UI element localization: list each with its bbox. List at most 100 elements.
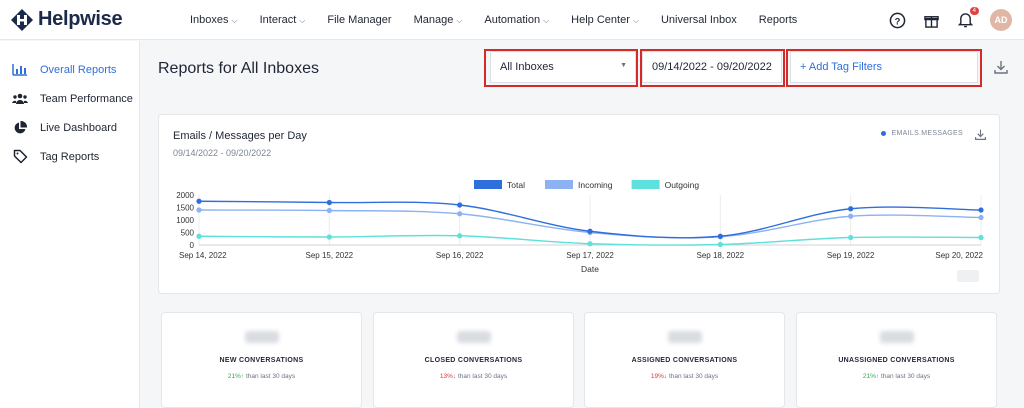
nav-label: Interact [259,13,297,26]
x-tick-label: Sep 16, 2022 [436,251,484,260]
page-title: Reports for All Inboxes [158,60,319,77]
y-tick-label: 1000 [176,216,194,225]
arrow-up-icon: ↑ [240,373,246,380]
data-point-incoming [196,207,202,213]
nav-inboxes[interactable]: Inboxes ⌵ [190,14,238,26]
inbox-select[interactable]: All Inboxes ▼ [490,51,636,83]
nav-file-manager[interactable]: File Manager [327,14,391,26]
sidebar-item-label: Live Dashboard [40,121,118,134]
nav-automation[interactable]: Automation ⌵ [484,14,549,26]
avatar[interactable]: AD [990,9,1012,31]
y-tick-label: 500 [181,229,195,238]
nav-label: Manage [413,13,454,26]
stat-value-blurred [879,331,914,343]
data-point-total [196,198,202,204]
notification-badge: 4 [969,7,979,15]
line-chart: 0 500 1000 1500 2000 Sep 14, 2022 Sep 15, 2022… [176,180,984,274]
date-range-value: 09/14/2022 - 09/20/2022 [652,61,772,73]
nav-reports[interactable]: Reports [759,14,798,26]
helpwise-logo[interactable]: Helpwise [10,8,160,32]
arrow-down-icon: ↓ [452,373,458,380]
stat-comparison: 19%↓ than last 30 days [585,373,784,380]
stat-comparison: 13%↓ than last 30 days [374,373,573,380]
question-icon[interactable]: ? [888,11,906,29]
stat-label: ASSIGNED CONVERSATIONS [631,357,738,364]
y-tick-label: 2000 [176,191,194,200]
x-tick-label: Sep 18, 2022 [697,251,745,260]
stat-value-blurred [456,331,491,343]
data-point-outgoing [978,234,984,241]
nav-label: Inboxes [190,13,229,26]
data-point-incoming [848,213,854,219]
download-icon[interactable] [993,59,1009,80]
svg-text:?: ? [894,16,900,27]
data-point-total [457,202,463,208]
data-point-outgoing [196,233,202,239]
nav-manage[interactable]: Manage ⌵ [414,14,463,26]
sidebar: Overall Reports Team Performance Live Da… [0,41,140,408]
highlight-box-inbox [484,49,638,87]
highlight-box-tags [786,49,982,87]
x-tick-label: Sep 20, 2022 [935,251,983,260]
sidebar-item-label: Overall Reports [40,63,117,76]
sidebar-item-tag-reports[interactable]: Tag Reports [0,142,139,171]
nav-universal-inbox[interactable]: Universal Inbox [661,14,737,26]
date-range-input[interactable]: 09/14/2022 - 09/20/2022 [642,51,782,83]
pie-chart-icon [11,120,29,135]
sidebar-item-label: Tag Reports [40,150,100,163]
stat-note: than last 30 days [245,373,296,380]
arrow-up-icon: ↑ [875,373,881,380]
gift-icon[interactable] [922,11,940,29]
top-bar: Helpwise Inboxes ⌵ Interact ⌵ File Manager… [0,0,1024,40]
dot-icon [880,131,886,136]
legend-swatch [474,180,502,189]
sidebar-item-overall-reports[interactable]: Overall Reports [0,55,139,84]
chevron-down-icon: ⌵ [632,15,639,25]
chevron-down-icon: ⌵ [231,15,238,25]
data-point-outgoing [717,241,723,248]
data-point-total [978,207,984,213]
chevron-down-icon: ⌵ [456,15,463,25]
stat-label: UNASSIGNED CONVERSATIONS [838,357,955,364]
chart-tag-label: EMAILS.MESSAGES [891,130,963,137]
data-point-outgoing [457,233,463,239]
legend-swatch [545,180,573,189]
stat-note: than last 30 days [668,373,719,380]
reset-zoom-button[interactable] [957,270,979,282]
legend-swatch [631,180,660,189]
data-point-total [848,206,854,212]
caret-down-icon: ▼ [620,62,627,69]
chart-card: Emails / Messages per Day 09/14/2022 - 0… [158,114,1000,294]
stat-comparison: 21%↑ than last 30 days [162,373,361,380]
stat-value-blurred [244,331,279,343]
nav-label: Reports [758,13,798,26]
data-point-outgoing [326,234,332,240]
chevron-down-icon: ⌵ [299,15,306,25]
bell-icon[interactable]: 4 [956,7,979,29]
brand-name: Helpwise [38,8,123,30]
stat-change: 21% [227,373,241,380]
legend-label: Incoming [578,180,613,190]
stat-card-closed: CLOSED CONVERSATIONS 13%↓ than last 30 d… [373,312,574,408]
legend-label: Total [507,180,525,190]
tag-icon [11,149,29,164]
nav-label: Automation [484,13,541,26]
sidebar-item-live-dashboard[interactable]: Live Dashboard [0,113,139,142]
stat-card-unassigned: UNASSIGNED CONVERSATIONS 21%↑ than last … [796,312,997,408]
x-tick-label: Sep 19, 2022 [827,251,875,260]
data-point-incoming [978,214,984,221]
chevron-down-icon: ⌵ [543,15,550,25]
stat-value-blurred [667,331,702,343]
x-tick-label: Sep 17, 2022 [566,251,614,260]
main-nav: Inboxes ⌵ Interact ⌵ File Manager Manage ⌵ … [190,14,819,26]
nav-help-center[interactable]: Help Center ⌵ [571,14,639,26]
stat-card-assigned: ASSIGNED CONVERSATIONS 19%↓ than last 30… [584,312,785,408]
data-point-outgoing [587,241,593,247]
add-tag-filters-label: + Add Tag Filters [800,61,883,73]
nav-interact[interactable]: Interact ⌵ [260,14,306,26]
add-tag-filters-button[interactable]: + Add Tag Filters [790,51,978,83]
arrow-down-icon: ↓ [663,373,669,380]
data-point-total [587,228,593,234]
sidebar-item-team-performance[interactable]: Team Performance [0,84,139,113]
chart-download-icon[interactable] [974,128,987,146]
